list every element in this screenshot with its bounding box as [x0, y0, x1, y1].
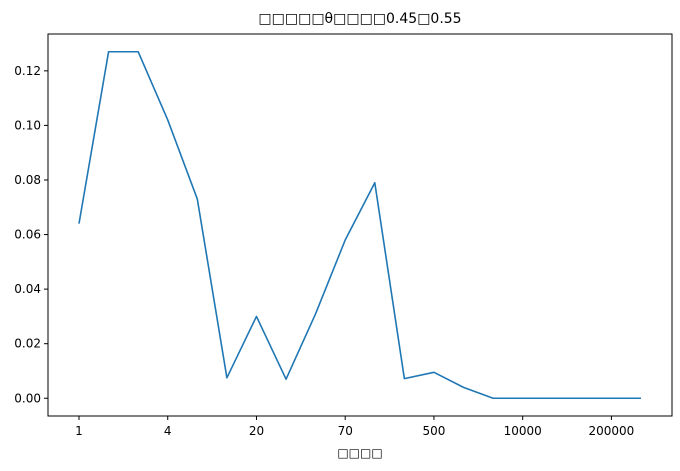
y-axis: 0.00 0.02 0.04 0.06 0.08 0.10 0.12 — [14, 64, 48, 405]
x-tick-label: 500 — [422, 424, 445, 438]
chart-title: □□□□□θ□□□□0.45□0.55 — [258, 11, 461, 27]
x-tick-label: 70 — [338, 424, 353, 438]
y-tick-label: 0.02 — [14, 337, 41, 351]
x-tick-label: 200000 — [589, 424, 635, 438]
x-axis: 1 4 20 70 500 10000 200000 — [75, 416, 634, 438]
y-tick-label: 0.00 — [14, 391, 41, 405]
x-tick-label: 10000 — [504, 424, 542, 438]
x-tick-label: 1 — [75, 424, 83, 438]
x-axis-label: □□□□ — [337, 446, 382, 460]
y-tick-label: 0.12 — [14, 64, 41, 78]
plot-area — [47, 33, 673, 417]
y-tick-label: 0.04 — [14, 282, 41, 296]
y-tick-label: 0.08 — [14, 173, 41, 187]
y-tick-label: 0.06 — [14, 228, 41, 242]
x-tick-label: 20 — [249, 424, 264, 438]
series-line — [78, 50, 641, 400]
x-tick-label: 4 — [164, 424, 172, 438]
y-tick-label: 0.10 — [14, 118, 41, 132]
